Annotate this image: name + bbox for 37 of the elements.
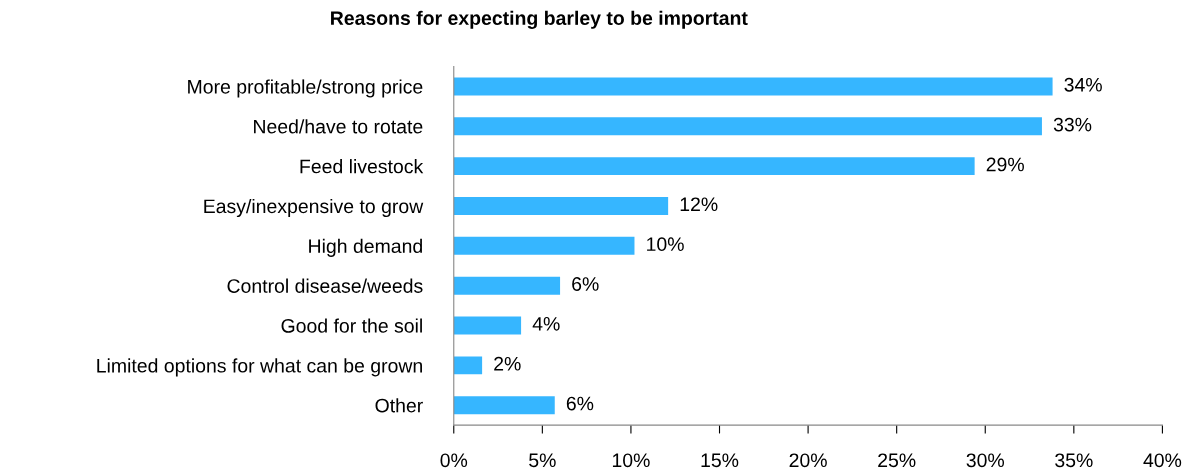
- bar: [453, 117, 1042, 136]
- data-label: 6%: [566, 396, 594, 411]
- x-tick-label: 5%: [529, 453, 556, 468]
- chart-title: Reasons for expecting barley to be important: [331, 10, 748, 29]
- y-tick-label: Control disease/weeds: [227, 278, 423, 293]
- y-tick-label: Limited options for what can be grown: [97, 358, 422, 377]
- bar: [453, 316, 522, 335]
- bar: [453, 157, 975, 176]
- data-label: 12%: [680, 197, 718, 212]
- data-label: 34%: [1064, 77, 1102, 92]
- data-label: 29%: [986, 157, 1024, 172]
- data-label: 2%: [494, 356, 521, 371]
- y-tick-label: Feed livestock: [300, 159, 424, 174]
- data-label: 6%: [572, 277, 599, 291]
- bar: [453, 77, 1053, 96]
- y-tick-label: Need/have to rotate: [254, 119, 423, 134]
- y-tick-label: More profitable/strong price: [188, 79, 423, 98]
- x-tick-label: 15%: [701, 453, 739, 468]
- x-tick-label: 30%: [966, 453, 1005, 468]
- y-tick-label: Other: [375, 398, 423, 413]
- data-label: 33%: [1053, 117, 1092, 132]
- x-tick-label: 40%: [1143, 453, 1182, 468]
- y-tick-label: Easy/inexpensive to grow: [204, 198, 424, 218]
- bar: [453, 356, 483, 375]
- x-tick-label: 25%: [878, 453, 916, 468]
- x-tick-label: 20%: [789, 453, 827, 468]
- y-tick-label: Good for the soil: [281, 318, 422, 333]
- bar: [453, 276, 561, 295]
- bar: [453, 236, 635, 255]
- x-tick-label: 0%: [440, 453, 468, 468]
- bar: [453, 396, 555, 415]
- x-tick-label: 35%: [1055, 453, 1093, 468]
- x-tick-label: 10%: [612, 453, 650, 468]
- data-label: 10%: [647, 237, 684, 252]
- bar: [453, 197, 669, 215]
- y-tick-label: High demand: [309, 238, 422, 257]
- data-label: 4%: [532, 317, 560, 331]
